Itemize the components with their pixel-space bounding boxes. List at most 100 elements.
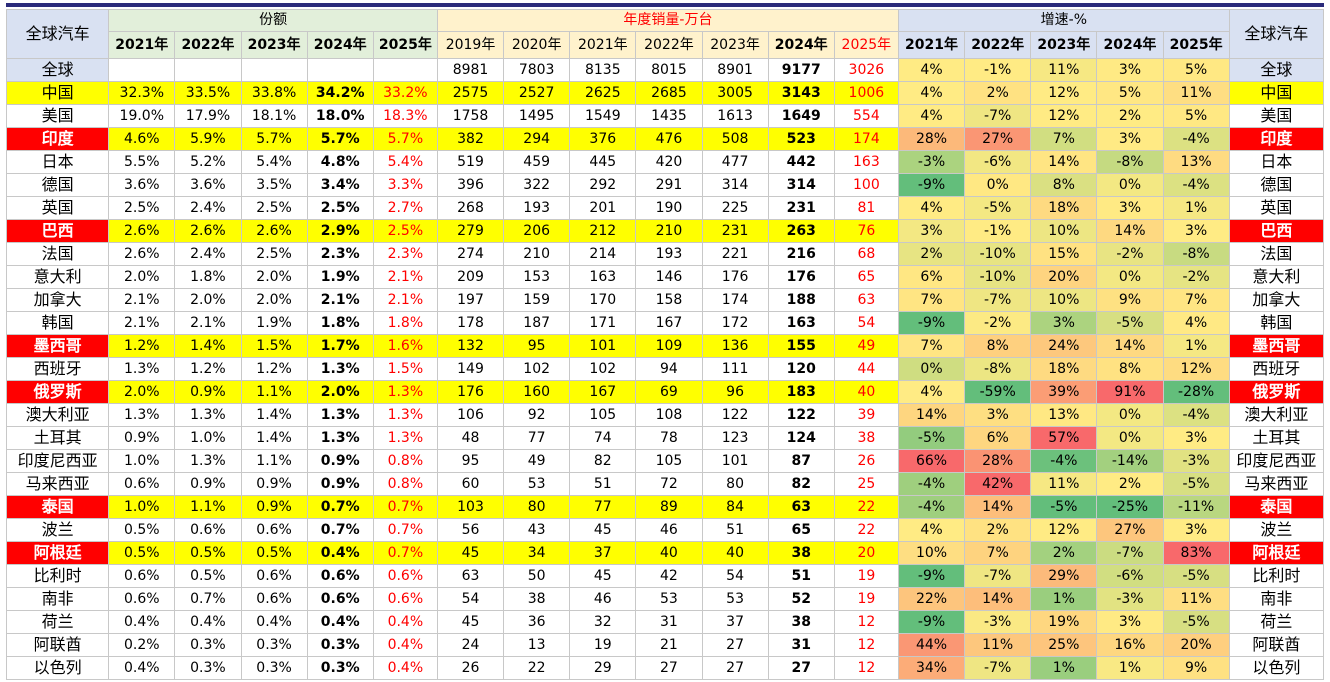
growth-cell: -4%	[1162, 173, 1230, 197]
sales-cell: 8135	[569, 58, 637, 82]
share-cell: 1.7%	[306, 334, 374, 358]
growth-cell: -5%	[1162, 472, 1230, 496]
growth-cell: -1%	[964, 58, 1032, 82]
share-cell: 2.1%	[108, 311, 176, 335]
table-row: 印度 4.6% 5.9% 5.7% 5.7% 5.7% 382 294 376 476 508 523…	[5, 127, 1325, 151]
growth-cell: 0%	[1096, 403, 1164, 427]
country-name: 美国	[5, 104, 110, 128]
share-cell: 18.1%	[240, 104, 308, 128]
sales-cell: 27	[701, 656, 769, 680]
share-cell: 1.2%	[174, 357, 242, 381]
sales-cell: 60	[436, 472, 505, 496]
sales-cell: 63	[833, 288, 899, 312]
share-cell: 18.3%	[372, 104, 438, 128]
sales-cell: 105	[635, 449, 703, 473]
sales-cell: 174	[833, 127, 899, 151]
sales-cell: 314	[701, 173, 769, 197]
sales-cell: 214	[569, 242, 637, 266]
growth-cell: -7%	[964, 564, 1032, 588]
growth-cell: 4%	[897, 518, 966, 542]
share-cell: 2.4%	[174, 242, 242, 266]
share-cell: 0.5%	[108, 541, 176, 565]
share-cell: 5.7%	[240, 127, 308, 151]
growth-cell: 6%	[964, 426, 1032, 450]
sales-cell: 19	[833, 564, 899, 588]
share-cell: 2.3%	[306, 242, 374, 266]
sales-cell: 80	[503, 495, 571, 519]
sales-cell: 80	[701, 472, 769, 496]
growth-cell: 3%	[1162, 518, 1230, 542]
table-row: 巴西 2.6% 2.6% 2.6% 2.9% 2.5% 279 206 212 210 231 263…	[5, 219, 1325, 243]
share-cell: 0.4%	[174, 610, 242, 634]
table-row: 荷兰 0.4% 0.4% 0.4% 0.4% 0.4% 45 36 32 31 37 38 12 -9% -…	[5, 610, 1325, 634]
growth-cell: 2%	[1030, 541, 1098, 565]
sales-cell: 87	[767, 449, 835, 473]
sales-cell: 9177	[767, 58, 835, 82]
sales-cell: 178	[436, 311, 505, 335]
country-name-right: 韩国	[1228, 311, 1325, 335]
growth-cell: -4%	[1030, 449, 1098, 473]
share-cell: 1.0%	[174, 426, 242, 450]
share-cell: 0.7%	[174, 587, 242, 611]
growth-cell: 3%	[1030, 311, 1098, 335]
sales-year-header: 2022年	[635, 31, 703, 59]
share-cell: 0.9%	[240, 495, 308, 519]
share-cell: 1.1%	[240, 380, 308, 404]
sales-cell: 20	[833, 541, 899, 565]
table-row: 泰国 1.0% 1.1% 0.9% 0.7% 0.7% 103 80 77 89 84 63 22 -4%…	[5, 495, 1325, 519]
share-cell: 0.7%	[306, 495, 374, 519]
country-name-right: 比利时	[1228, 564, 1325, 588]
country-name: 日本	[5, 150, 110, 174]
growth-cell: 10%	[1030, 288, 1098, 312]
share-cell: 0.8%	[372, 449, 438, 473]
growth-cell: 14%	[897, 403, 966, 427]
sales-cell: 146	[635, 265, 703, 289]
sales-cell: 442	[767, 150, 835, 174]
share-cell: 34.2%	[306, 81, 374, 105]
sales-cell: 382	[436, 127, 505, 151]
share-cell: 1.6%	[372, 334, 438, 358]
share-cell: 0.5%	[174, 564, 242, 588]
growth-cell: 4%	[897, 196, 966, 220]
sales-cell: 53	[701, 587, 769, 611]
sales-cell: 132	[436, 334, 505, 358]
sales-cell: 103	[436, 495, 505, 519]
sales-cell: 19	[569, 633, 637, 657]
sales-cell: 106	[436, 403, 505, 427]
country-name: 阿联酋	[5, 633, 110, 657]
growth-cell: -5%	[1162, 564, 1230, 588]
share-cell: 1.3%	[108, 403, 176, 427]
share-cell: 0.6%	[108, 587, 176, 611]
table-row: 加拿大 2.1% 2.0% 2.0% 2.1% 2.1% 197 159 170 158 174 18…	[5, 288, 1325, 312]
sales-cell: 292	[569, 173, 637, 197]
sales-group-header: 年度销量-万台	[436, 9, 899, 32]
growth-cell: 0%	[1096, 265, 1164, 289]
sales-cell: 95	[436, 449, 505, 473]
share-cell: 0.3%	[306, 633, 374, 657]
sales-cell: 274	[436, 242, 505, 266]
country-name: 英国	[5, 196, 110, 220]
sales-cell: 34	[503, 541, 571, 565]
share-cell: 2.5%	[240, 242, 308, 266]
sales-cell: 81	[833, 196, 899, 220]
sales-cell: 176	[436, 380, 505, 404]
sales-cell: 101	[701, 449, 769, 473]
growth-cell: 2%	[964, 81, 1032, 105]
sales-cell: 1435	[635, 104, 703, 128]
sales-cell: 159	[503, 288, 571, 312]
country-name-right: 俄罗斯	[1228, 380, 1325, 404]
sales-cell: 160	[503, 380, 571, 404]
sales-cell: 48	[436, 426, 505, 450]
share-cell: 1.9%	[240, 311, 308, 335]
country-name: 以色列	[5, 656, 110, 680]
sales-cell: 56	[436, 518, 505, 542]
growth-cell: 10%	[1030, 219, 1098, 243]
sales-cell: 120	[767, 357, 835, 381]
sales-cell: 38	[767, 610, 835, 634]
sales-cell: 40	[833, 380, 899, 404]
country-name-right: 西班牙	[1228, 357, 1325, 381]
sales-cell: 111	[701, 357, 769, 381]
growth-cell: 14%	[1096, 219, 1164, 243]
share-cell: 0.7%	[306, 518, 374, 542]
growth-cell: -7%	[964, 288, 1032, 312]
